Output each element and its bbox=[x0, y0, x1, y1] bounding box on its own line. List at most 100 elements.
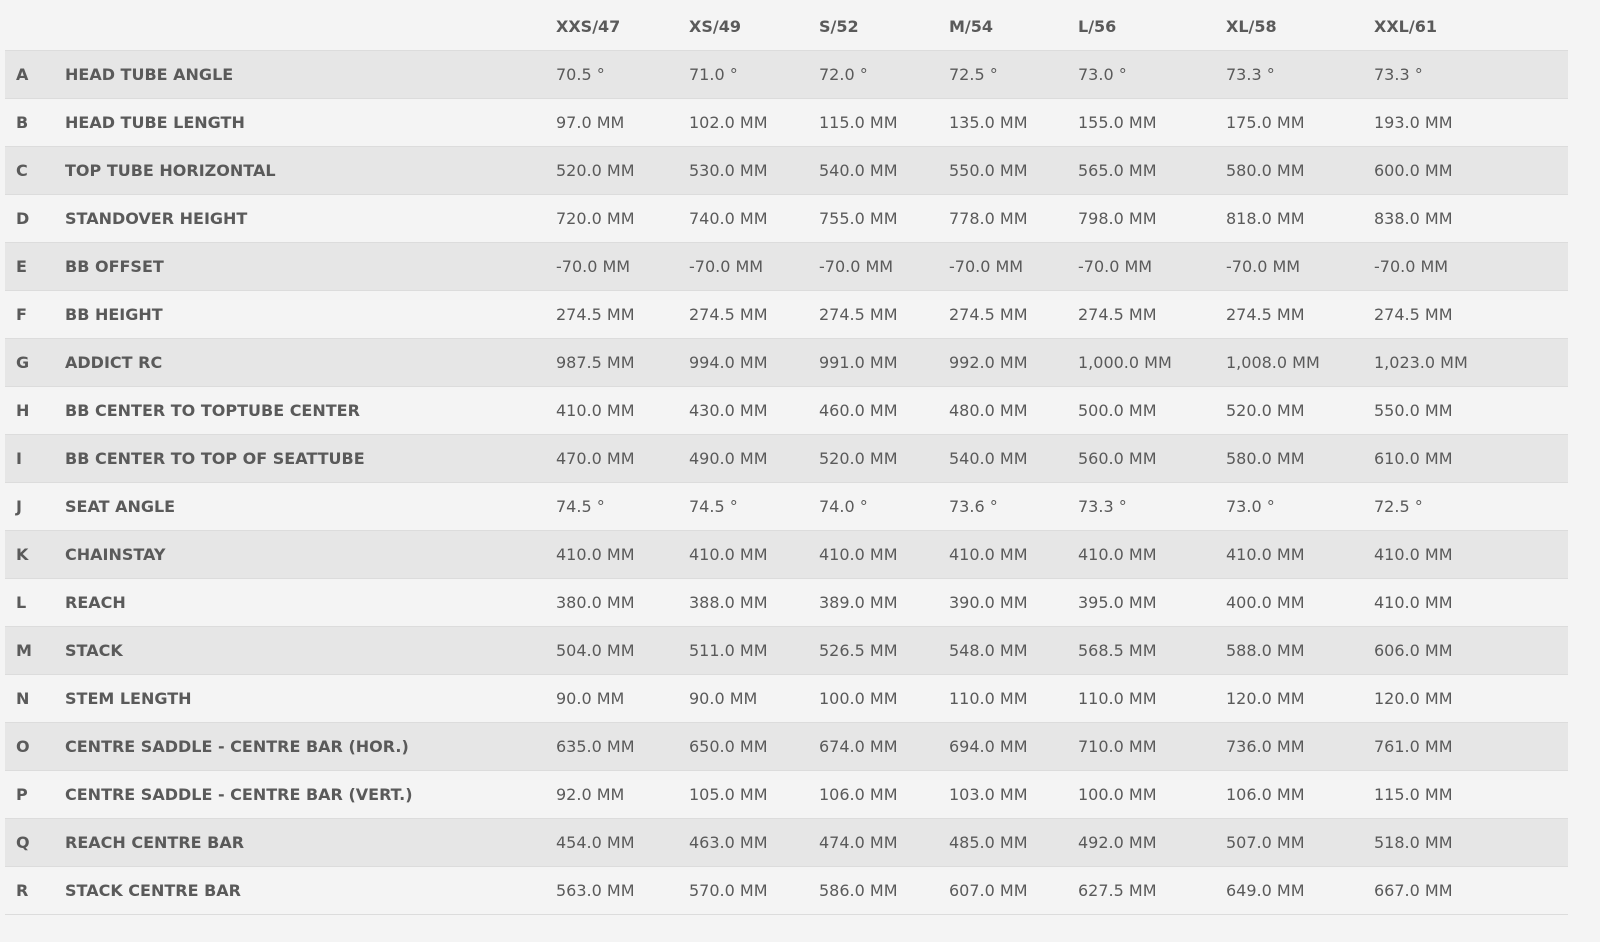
cell-value: 778.0 MM bbox=[949, 209, 1028, 228]
row-letter: L bbox=[16, 593, 27, 612]
row-label: REACH CENTRE BAR bbox=[65, 833, 245, 852]
row-letter: P bbox=[16, 785, 28, 804]
cell-value: 720.0 MM bbox=[556, 209, 635, 228]
row-label: BB CENTER TO TOP OF SEATTUBE bbox=[65, 449, 365, 468]
row-label: STEM LENGTH bbox=[65, 689, 192, 708]
cell-value: 120.0 MM bbox=[1374, 689, 1453, 708]
cell-value: 518.0 MM bbox=[1374, 833, 1453, 852]
cell-value: 991.0 MM bbox=[819, 353, 898, 372]
cell-value: 106.0 MM bbox=[1226, 785, 1305, 804]
cell-value: 563.0 MM bbox=[556, 881, 635, 900]
row-letter: R bbox=[16, 881, 29, 900]
cell-value: 74.5 ° bbox=[689, 497, 738, 516]
row-label: CHAINSTAY bbox=[65, 545, 166, 564]
cell-value: 72.5 ° bbox=[1374, 497, 1423, 516]
cell-value: 485.0 MM bbox=[949, 833, 1028, 852]
cell-value: 410.0 MM bbox=[556, 401, 635, 420]
row-letter: Q bbox=[16, 833, 30, 852]
row-letter: O bbox=[16, 737, 30, 756]
header-row: XXS/47 XS/49 S/52 M/54 L/56 XL/58 XXL/61 bbox=[5, 0, 1568, 51]
cell-value: 470.0 MM bbox=[556, 449, 635, 468]
cell-value: 586.0 MM bbox=[819, 881, 898, 900]
table-row: L REACH 380.0 MM 388.0 MM 389.0 MM 390.0 MM 39… bbox=[5, 579, 1568, 627]
cell-value: 606.0 MM bbox=[1374, 641, 1453, 660]
cell-value: 560.0 MM bbox=[1078, 449, 1157, 468]
table-row: P CENTRE SADDLE - CENTRE BAR (VERT.) 92.0 … bbox=[5, 771, 1568, 819]
table-row: R STACK CENTRE BAR 563.0 MM 570.0 MM 586.0 M… bbox=[5, 867, 1568, 915]
cell-value: 115.0 MM bbox=[1374, 785, 1453, 804]
cell-value: 550.0 MM bbox=[949, 161, 1028, 180]
cell-value: 838.0 MM bbox=[1374, 209, 1453, 228]
cell-value: 710.0 MM bbox=[1078, 737, 1157, 756]
table-row: J SEAT ANGLE 74.5 ° 74.5 ° 74.0 ° 73.6 ° 73.3 … bbox=[5, 483, 1568, 531]
cell-value: 155.0 MM bbox=[1078, 113, 1157, 132]
cell-value: 511.0 MM bbox=[689, 641, 768, 660]
cell-value: 818.0 MM bbox=[1226, 209, 1305, 228]
cell-value: 580.0 MM bbox=[1226, 449, 1305, 468]
table-row: G ADDICT RC 987.5 MM 994.0 MM 991.0 MM 992.0 … bbox=[5, 339, 1568, 387]
cell-value: 987.5 MM bbox=[556, 353, 635, 372]
cell-value: 530.0 MM bbox=[689, 161, 768, 180]
cell-value: 610.0 MM bbox=[1374, 449, 1453, 468]
row-letter: B bbox=[16, 113, 29, 132]
cell-value: 274.5 MM bbox=[556, 305, 635, 324]
cell-value: 274.5 MM bbox=[949, 305, 1028, 324]
row-letter: E bbox=[16, 257, 27, 276]
cell-value: 90.0 MM bbox=[689, 689, 758, 708]
cell-value: 480.0 MM bbox=[949, 401, 1028, 420]
table-row: M STACK 504.0 MM 511.0 MM 526.5 MM 548.0 MM 56… bbox=[5, 627, 1568, 675]
cell-value: 410.0 MM bbox=[1226, 545, 1305, 564]
cell-value: 520.0 MM bbox=[819, 449, 898, 468]
cell-value: 740.0 MM bbox=[689, 209, 768, 228]
cell-value: 410.0 MM bbox=[819, 545, 898, 564]
cell-value: 410.0 MM bbox=[1374, 545, 1453, 564]
cell-value: 70.5 ° bbox=[556, 65, 605, 84]
row-letter: G bbox=[16, 353, 30, 372]
cell-value: 550.0 MM bbox=[1374, 401, 1453, 420]
cell-value: 474.0 MM bbox=[819, 833, 898, 852]
row-letter: D bbox=[16, 209, 30, 228]
row-label: BB CENTER TO TOPTUBE CENTER bbox=[65, 401, 360, 420]
row-label: STANDOVER HEIGHT bbox=[65, 209, 248, 228]
cell-value: 1,008.0 MM bbox=[1226, 353, 1320, 372]
row-letter: I bbox=[16, 449, 22, 468]
cell-value: 540.0 MM bbox=[819, 161, 898, 180]
cell-value: 504.0 MM bbox=[556, 641, 635, 660]
cell-value: 110.0 MM bbox=[949, 689, 1028, 708]
cell-value: 565.0 MM bbox=[1078, 161, 1157, 180]
cell-value: 72.0 ° bbox=[819, 65, 868, 84]
cell-value: 627.5 MM bbox=[1078, 881, 1157, 900]
cell-value: 274.5 MM bbox=[1226, 305, 1305, 324]
cell-value: 120.0 MM bbox=[1226, 689, 1305, 708]
cell-value: 90.0 MM bbox=[556, 689, 625, 708]
cell-value: 73.3 ° bbox=[1374, 65, 1423, 84]
column-header: XL/58 bbox=[1226, 17, 1277, 36]
cell-value: 72.5 ° bbox=[949, 65, 998, 84]
cell-value: 507.0 MM bbox=[1226, 833, 1305, 852]
cell-value: -70.0 MM bbox=[949, 257, 1024, 276]
table-row: I BB CENTER TO TOP OF SEATTUBE 470.0 MM 490… bbox=[5, 435, 1568, 483]
row-label: SEAT ANGLE bbox=[65, 497, 176, 516]
row-label: REACH bbox=[65, 593, 126, 612]
table-row: N STEM LENGTH 90.0 MM 90.0 MM 100.0 MM 110.0 … bbox=[5, 675, 1568, 723]
table-row: F BB HEIGHT 274.5 MM 274.5 MM 274.5 MM 274.5 … bbox=[5, 291, 1568, 339]
cell-value: 460.0 MM bbox=[819, 401, 898, 420]
cell-value: 600.0 MM bbox=[1374, 161, 1453, 180]
cell-value: 520.0 MM bbox=[556, 161, 635, 180]
cell-value: 102.0 MM bbox=[689, 113, 768, 132]
row-label: HEAD TUBE ANGLE bbox=[65, 65, 234, 84]
cell-value: 274.5 MM bbox=[689, 305, 768, 324]
cell-value: 110.0 MM bbox=[1078, 689, 1157, 708]
cell-value: 463.0 MM bbox=[689, 833, 768, 852]
cell-value: 74.0 ° bbox=[819, 497, 868, 516]
column-header: XXS/47 bbox=[556, 17, 621, 36]
cell-value: 570.0 MM bbox=[689, 881, 768, 900]
cell-value: 388.0 MM bbox=[689, 593, 768, 612]
cell-value: 580.0 MM bbox=[1226, 161, 1305, 180]
cell-value: 193.0 MM bbox=[1374, 113, 1453, 132]
cell-value: 526.5 MM bbox=[819, 641, 898, 660]
cell-value: 674.0 MM bbox=[819, 737, 898, 756]
cell-value: 588.0 MM bbox=[1226, 641, 1305, 660]
cell-value: 490.0 MM bbox=[689, 449, 768, 468]
